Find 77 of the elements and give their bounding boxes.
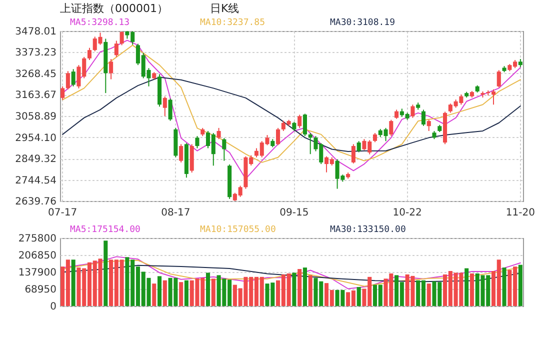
bar [179,282,184,306]
candlestick [276,127,280,146]
bar [104,240,108,306]
text: MA5:175154.00 [70,225,140,235]
y-tick-label: 68950 [24,284,56,296]
y-tick-label: 137900 [18,268,56,278]
candlestick [216,127,221,140]
y-tick-label: 3478.01 [15,26,56,38]
bar [518,264,522,306]
bar [206,272,210,306]
candlestick [394,109,399,120]
bar [71,260,76,306]
candlestick [298,114,302,128]
y-tick-label: 3058.89 [15,112,56,122]
bar [162,280,167,306]
candlestick [302,113,307,137]
candlestick [168,98,172,122]
bar [426,284,431,306]
bar [158,276,162,306]
text: MA10:3237.85 [200,18,266,28]
candlestick [120,30,124,46]
candlestick [308,132,312,155]
candlestick [421,109,426,126]
bar [292,272,296,306]
bar [298,269,302,306]
candlestick [222,138,226,162]
candlestick [66,70,70,90]
series-label: MA5:3298.13 [70,18,130,28]
line-series [62,40,521,180]
y-tick-label: 275800 [18,234,56,244]
candlestick [410,104,415,118]
chart-title: 上证指数（000001） [60,2,168,15]
y-tick-label: 206850 [18,250,56,262]
x-tick-label: 11-20 [506,208,535,218]
candlestick [114,40,118,58]
candlestick [179,144,184,163]
y-tick-label: 3373.23 [15,48,56,59]
y-tick-label: 2954.10 [15,132,56,144]
candlestick [292,121,296,132]
candlestick [351,144,356,164]
bar [302,268,307,306]
text: MA30:3108.19 [330,18,396,28]
candlestick [496,70,501,88]
x-tick-label: 10-22 [392,208,422,218]
candlestick [87,47,92,61]
bar [464,268,469,306]
bar [502,268,506,306]
bar [211,278,216,306]
y-tick-label: 2849.32 [15,154,56,165]
y-tick-label: 0 [50,302,56,312]
line-series [62,76,521,152]
y-tick-label: 2639.76 [15,196,56,208]
x-tick-label: 09-15 [280,208,309,218]
candlestick [71,68,76,87]
bar [356,287,361,306]
candlestick [195,136,200,149]
text: MA30:133150.00 [330,225,406,235]
candlestick [162,96,167,117]
candlestick [109,58,114,80]
candlestick [426,119,431,132]
bar [152,284,156,306]
y-tick-label: 3268.45 [15,69,56,80]
x-tick-label: 07-17 [48,208,78,218]
bar [308,275,312,306]
bar [470,273,474,306]
candlestick [60,86,65,100]
chart-subtitle: 日K线 [210,2,240,15]
x-tick-label: 08-17 [161,208,190,218]
bar [184,280,188,306]
text: MA10:157055.00 [200,225,276,235]
line-series [62,44,521,163]
candlestick [356,140,361,153]
y-tick-label: 3163.67 [15,90,56,102]
candlestick [372,132,378,143]
y-tick-label: 2744.54 [15,175,56,186]
line-series [62,264,521,282]
candlestick [389,119,394,137]
